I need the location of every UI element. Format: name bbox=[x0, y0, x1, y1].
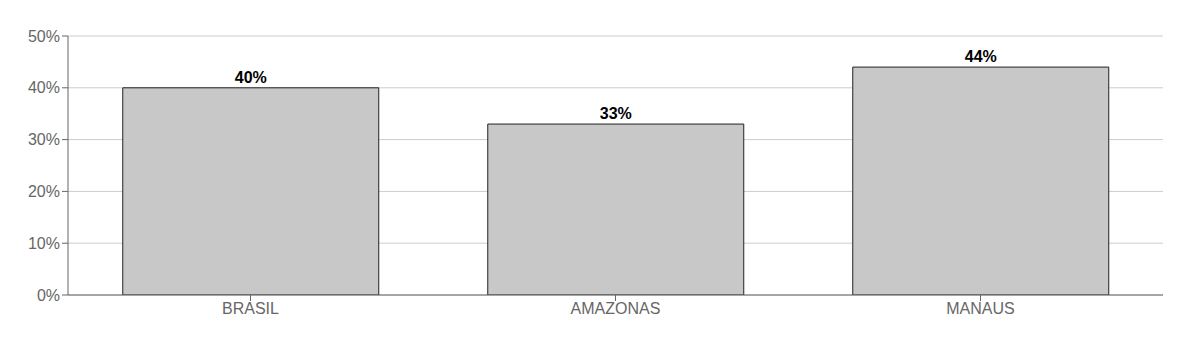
svg-text:MANAUS: MANAUS bbox=[946, 300, 1014, 317]
svg-text:40%: 40% bbox=[28, 79, 60, 96]
svg-text:33%: 33% bbox=[600, 105, 632, 122]
svg-text:BRASIL: BRASIL bbox=[222, 300, 279, 317]
svg-text:10%: 10% bbox=[28, 235, 60, 252]
svg-text:AMAZONAS: AMAZONAS bbox=[571, 300, 661, 317]
svg-text:20%: 20% bbox=[28, 183, 60, 200]
svg-text:50%: 50% bbox=[28, 28, 60, 45]
svg-text:40%: 40% bbox=[235, 69, 267, 86]
svg-text:30%: 30% bbox=[28, 131, 60, 148]
svg-text:0%: 0% bbox=[37, 287, 60, 304]
svg-text:44%: 44% bbox=[965, 48, 997, 65]
